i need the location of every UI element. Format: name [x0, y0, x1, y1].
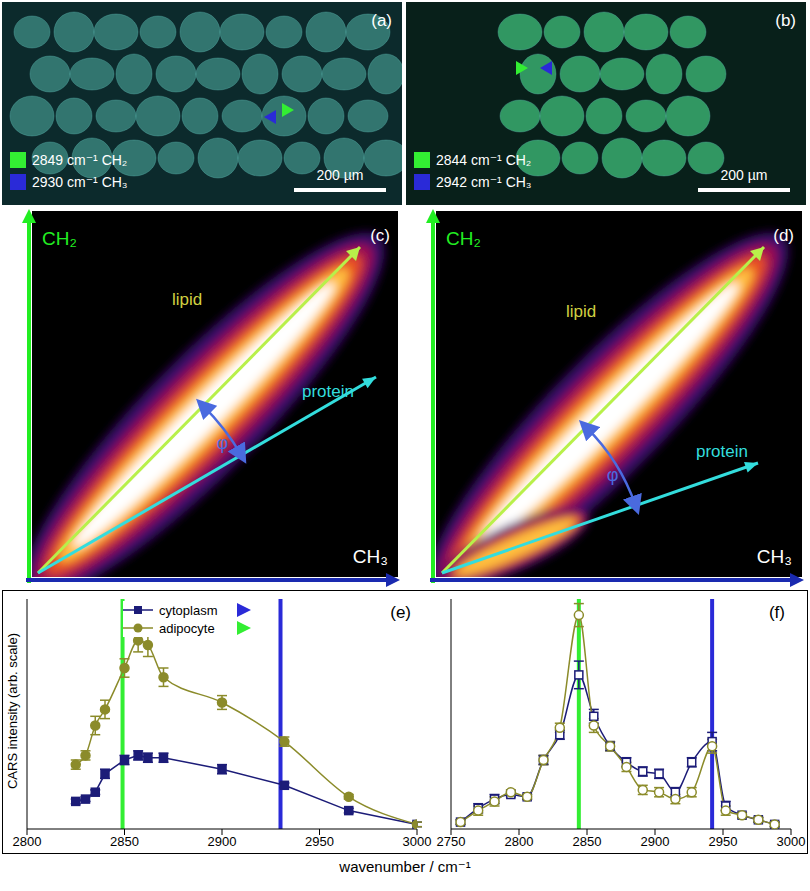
svg-text:(c): (c): [370, 226, 390, 245]
svg-text:2849 cm⁻¹ CH₂: 2849 cm⁻¹ CH₂: [32, 152, 127, 168]
svg-text:3000: 3000: [777, 834, 806, 849]
svg-text:2800: 2800: [13, 834, 42, 849]
svg-text:2950: 2950: [305, 834, 334, 849]
svg-text:protein: protein: [302, 382, 354, 401]
svg-text:lipid: lipid: [566, 302, 596, 321]
svg-text:CH₃: CH₃: [353, 546, 388, 567]
svg-text:2850: 2850: [110, 834, 139, 849]
svg-text:φ: φ: [607, 465, 619, 485]
html-text:(f): (f): [769, 603, 785, 622]
svg-text:2942 cm⁻¹ CH₃: 2942 cm⁻¹ CH₃: [436, 174, 532, 190]
svg-text:2900: 2900: [641, 834, 670, 849]
svg-text:200 µm: 200 µm: [317, 167, 364, 183]
svg-text:(a): (a): [371, 11, 392, 30]
html-text:cytoplasm: cytoplasm: [159, 602, 218, 618]
svg-text:CH₃: CH₃: [757, 546, 792, 567]
html-text:wavenumber / cm⁻¹: wavenumber / cm⁻¹: [339, 858, 471, 875]
svg-text:3000: 3000: [403, 834, 432, 849]
svg-text:protein: protein: [696, 442, 748, 461]
svg-text:200 µm: 200 µm: [721, 167, 768, 183]
svg-text:(b): (b): [775, 11, 796, 30]
svg-text:2900: 2900: [208, 834, 237, 849]
html-text:adipocyte: adipocyte: [159, 620, 215, 636]
svg-text:CARS intensity (arb. scale): CARS intensity (arb. scale): [5, 633, 20, 789]
svg-text:2844 cm⁻¹ CH₂: 2844 cm⁻¹ CH₂: [436, 152, 531, 168]
svg-text:2850: 2850: [573, 834, 602, 849]
svg-text:2930 cm⁻¹ CH₃: 2930 cm⁻¹ CH₃: [32, 174, 128, 190]
svg-text:CH₂: CH₂: [446, 228, 481, 249]
svg-text:lipid: lipid: [172, 290, 202, 309]
svg-text:2750: 2750: [437, 834, 466, 849]
svg-text:2950: 2950: [709, 834, 738, 849]
svg-text:CH₂: CH₂: [42, 228, 77, 249]
html-text:(e): (e): [390, 603, 411, 622]
svg-text:φ: φ: [216, 433, 228, 453]
svg-text:(d): (d): [773, 226, 794, 245]
svg-text:2800: 2800: [505, 834, 534, 849]
